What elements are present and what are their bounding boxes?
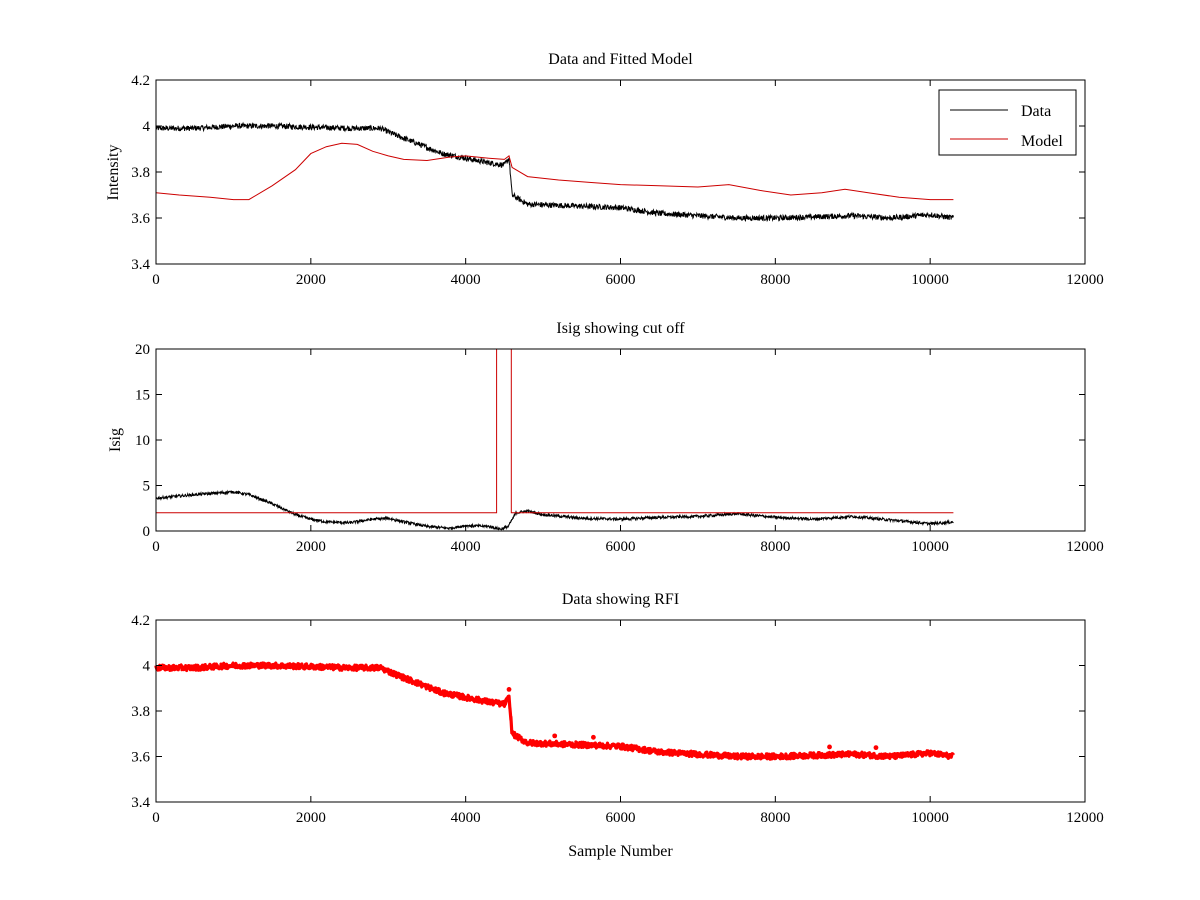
y-tick-label: 3.8 — [131, 165, 150, 181]
x-tick-label: 2000 — [296, 539, 326, 555]
legend-label-model: Model — [1021, 133, 1063, 150]
x-tick-label: 8000 — [760, 810, 790, 826]
x-axis-label: Sample Number — [568, 843, 673, 860]
panel-data-showing-rfi: Data showing RFI 0 2000 4000 6000 8000 10000 1… — [131, 591, 1104, 860]
ticks-layer: 0 2000 4000 6000 8000 10000 12000 3.4 3.6 3.8 4 4.2 — [131, 73, 1104, 288]
y-tick-label: 0 — [143, 524, 151, 540]
x-tick-label: 10000 — [911, 539, 949, 555]
y-tick-label: 4.2 — [131, 73, 150, 89]
series-layer — [154, 661, 955, 761]
y-axis-label: Intensity — [105, 145, 122, 201]
x-tick-label: 6000 — [606, 810, 636, 826]
y-tick-label: 3.4 — [131, 257, 150, 273]
x-tick-label: 10000 — [911, 810, 949, 826]
x-tick-label: 8000 — [760, 272, 790, 288]
series-model-line — [155, 142, 954, 201]
series-cut-off-line — [156, 348, 954, 514]
series-rfi-spike-point — [591, 734, 596, 740]
x-tick-label: 6000 — [606, 539, 636, 555]
series-layer — [155, 348, 954, 531]
y-tick-label: 4 — [143, 119, 151, 135]
x-tick-label: 4000 — [451, 539, 481, 555]
plot-frame — [155, 348, 1086, 532]
chart-title: Data and Fitted Model — [548, 51, 693, 68]
y-tick-label: 3.4 — [131, 795, 150, 811]
y-tick-label: 10 — [135, 433, 150, 449]
series-rfi-spike-point — [506, 686, 512, 692]
series-data-line — [155, 121, 954, 223]
x-tick-label: 10000 — [911, 272, 949, 288]
series-rfi-spike-point — [552, 733, 558, 739]
x-tick-label: 2000 — [296, 810, 326, 826]
x-tick-label: 8000 — [760, 539, 790, 555]
y-tick-label: 3.6 — [131, 750, 150, 766]
panel-isig-showing-cut-off: Isig showing cut off Isig 0 2000 4000 6000 8… — [107, 320, 1104, 555]
y-tick-label: 3.6 — [131, 211, 150, 227]
x-tick-label: 0 — [152, 810, 160, 826]
x-tick-label: 4000 — [451, 272, 481, 288]
x-tick-label: 4000 — [451, 810, 481, 826]
y-tick-label: 4 — [143, 659, 151, 675]
y-tick-label: 3.8 — [131, 704, 150, 720]
x-tick-label: 12000 — [1066, 272, 1104, 288]
chart-title: Isig showing cut off — [556, 320, 685, 337]
x-tick-label: 0 — [152, 539, 160, 555]
x-tick-label: 0 — [152, 272, 160, 288]
panel-data-and-fitted-model: Data and Fitted Model Intensity 0 2000 400… — [105, 51, 1104, 288]
ticks-layer: 0 2000 4000 6000 8000 10000 12000 0 5 10 15 20 — [135, 342, 1104, 555]
plot-frame — [155, 619, 1086, 803]
x-tick-label: 6000 — [606, 272, 636, 288]
series-rfi-points — [154, 661, 955, 761]
y-axis-label: Isig — [107, 428, 124, 452]
y-tick-label: 15 — [135, 388, 150, 404]
legend-label-data: Data — [1021, 103, 1051, 120]
series-rfi-spike-point — [827, 744, 832, 750]
legend-box — [938, 89, 1077, 156]
x-tick-label: 2000 — [296, 272, 326, 288]
y-tick-label: 20 — [135, 342, 150, 358]
series-layer — [155, 121, 954, 223]
series-isig-line — [155, 489, 954, 531]
series-rfi-spike-point — [873, 745, 879, 751]
ticks-layer: 0 2000 4000 6000 8000 10000 12000 3.4 3.6 3.8 4 4.2 — [131, 613, 1104, 826]
legend: Data Model — [938, 89, 1077, 156]
chart-title: Data showing RFI — [562, 591, 679, 608]
y-tick-label: 5 — [143, 479, 151, 495]
x-tick-label: 12000 — [1066, 810, 1104, 826]
x-tick-label: 12000 — [1066, 539, 1104, 555]
y-tick-label: 4.2 — [131, 613, 150, 629]
